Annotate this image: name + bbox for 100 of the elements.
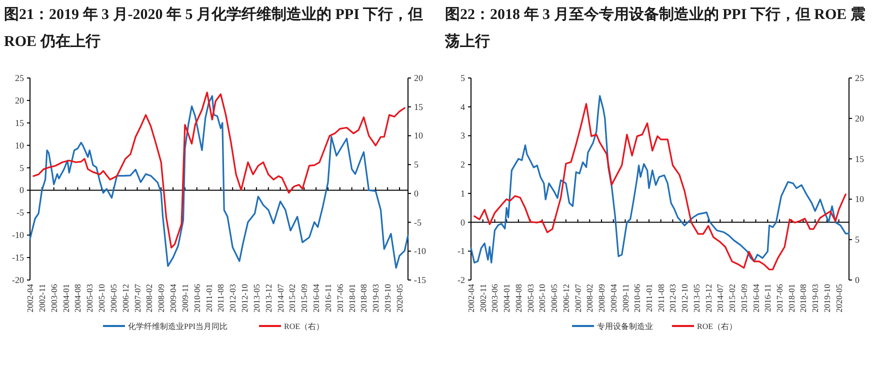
x-tick-label: 2012-10 [240,284,250,312]
x-tick-label: 2018-08 [798,284,808,312]
x-tick-label: 2015-09 [299,284,310,312]
x-tick-label: 2018-01 [346,284,357,312]
y-tick-label: 25 [15,73,24,83]
x-tick-label: 2020-05 [394,284,404,312]
x-tick-label: 2004-08 [72,284,83,312]
x-tick-label: 2011-01 [644,284,654,312]
x-tick-label: 2008-02 [144,284,154,312]
y-tick-label: 10 [15,140,24,150]
x-tick-label: 2002-04 [25,283,35,312]
x-tick-label: 2002-11 [36,284,47,312]
x-tick-label: 2007-07 [572,284,583,312]
x-tick-label: 2013-05 [251,284,262,312]
x-tick-label: 2008-02 [584,284,595,312]
y2-tick-label: 5 [855,234,860,245]
x-tick-label: 2012-03 [668,284,678,312]
x-tick-label: 2018-01 [786,284,796,312]
y-tick-label: -5 [16,208,24,218]
x-tick-label: 2009-04 [168,283,178,312]
y-tick-label: -2 [458,275,465,285]
x-tick-label: 2020-05 [834,284,844,312]
x-tick-label: 2013-12 [263,284,274,312]
y-tick-label: 3 [460,130,466,141]
chart-title: 图21：2019 年 3 月-2020 年 5 月化学纤维制造业的 PPI 下行，但 ROE 仍在上行 [4,5,424,52]
x-tick-label: 2012-03 [228,284,238,312]
y2-tick-label: 0 [414,188,419,198]
y-tick-label: 1 [460,188,465,198]
x-tick-label: 2019-03 [810,284,820,312]
y2-tick-label: 5 [414,160,419,170]
y2-tick-label: 15 [855,154,864,164]
x-tick-label: 2011-08 [216,284,226,312]
y2-tick-label: 10 [855,194,864,204]
x-tick-label: 2019-10 [382,284,393,312]
x-tick-label: 2007-07 [132,284,142,312]
y2-tick-label: 0 [855,275,860,285]
x-tick-label: 2002-04 [466,283,476,312]
y-tick-label: -10 [12,230,24,240]
x-tick-label: 2018-08 [358,284,369,312]
x-tick-label: 2011-08 [656,284,666,312]
y-tick-label: 0 [20,185,24,196]
x-tick-label: 2009-04 [608,283,618,312]
y2-tick-label: 10 [414,130,424,141]
x-tick-label: 2006-12 [560,284,571,312]
x-tick-label: 2005-03 [84,284,95,312]
y-tick-label: 4 [460,102,466,112]
x-tick-label: 2012-10 [680,284,690,312]
x-tick-label: 2005-03 [525,284,536,312]
legend-label: 化学纤维制造业PPI当月同比 [128,322,228,331]
chart-title: 图22：2018 年 3 月至今专用设备制造业的 PPI 下行，但 ROE 震荡上行 [445,5,866,52]
x-tick-label: 2006-12 [120,284,130,312]
x-tick-label: 2003-06 [490,284,500,312]
legend-label: ROE（右） [284,322,324,331]
x-tick-label: 2010-06 [632,284,642,312]
y2-tick-label: 20 [855,113,864,124]
x-tick-label: 2006-05 [549,284,560,312]
y-tick-label: 5 [20,162,24,173]
y2-tick-label: -15 [414,275,426,285]
y2-tick-label: -5 [414,217,422,228]
y-tick-label: 2 [460,160,465,170]
x-tick-label: 2009-11 [620,284,630,312]
x-tick-label: 2013-12 [703,284,714,312]
y-tick-label: -1 [458,246,465,256]
x-tick-label: 2009-11 [180,284,190,312]
x-tick-label: 2013-05 [691,284,702,312]
y-tick-label: -15 [12,252,24,263]
x-tick-label: 2014-07 [275,284,286,312]
y2-tick-label: 20 [414,73,424,83]
x-tick-label: 2004-01 [502,284,512,312]
y-tick-label: 15 [15,118,24,128]
x-tick-label: 2010-06 [192,284,202,312]
x-tick-label: 2005-10 [537,284,548,312]
x-tick-label: 2004-08 [513,284,524,312]
x-tick-label: 2011-01 [204,284,214,312]
x-tick-label: 2016-04 [311,283,322,312]
x-tick-label: 2005-10 [96,284,107,312]
y-tick-label: 20 [15,95,24,106]
y2-tick-label: -10 [414,246,426,256]
legend-label: ROE（右） [697,322,737,331]
x-tick-label: 2019-03 [370,284,381,312]
x-tick-label: 2008-09 [596,284,607,312]
x-tick-label: 2016-11 [322,284,333,312]
x-tick-label: 2019-10 [822,284,832,312]
x-tick-label: 2006-05 [108,284,118,312]
x-tick-label: 2003-06 [48,284,59,312]
legend-label: 专用设备制造业 [597,322,653,331]
y2-tick-label: 15 [414,102,424,112]
y-tick-label: 5 [460,73,466,83]
x-tick-label: 2002-11 [478,284,488,312]
x-tick-label: 2014-07 [715,284,726,312]
x-tick-label: 2015-02 [727,284,738,312]
y-tick-label: 0 [460,217,466,228]
x-tick-label: 2015-02 [287,284,298,312]
x-tick-label: 2017-06 [334,284,345,312]
x-tick-label: 2016-11 [762,284,773,312]
x-tick-label: 2017-06 [774,284,784,312]
x-tick-label: 2016-04 [750,283,761,312]
x-tick-label: 2004-01 [60,284,71,312]
y-tick-label: -20 [12,275,24,285]
x-tick-label: 2008-09 [156,284,166,312]
